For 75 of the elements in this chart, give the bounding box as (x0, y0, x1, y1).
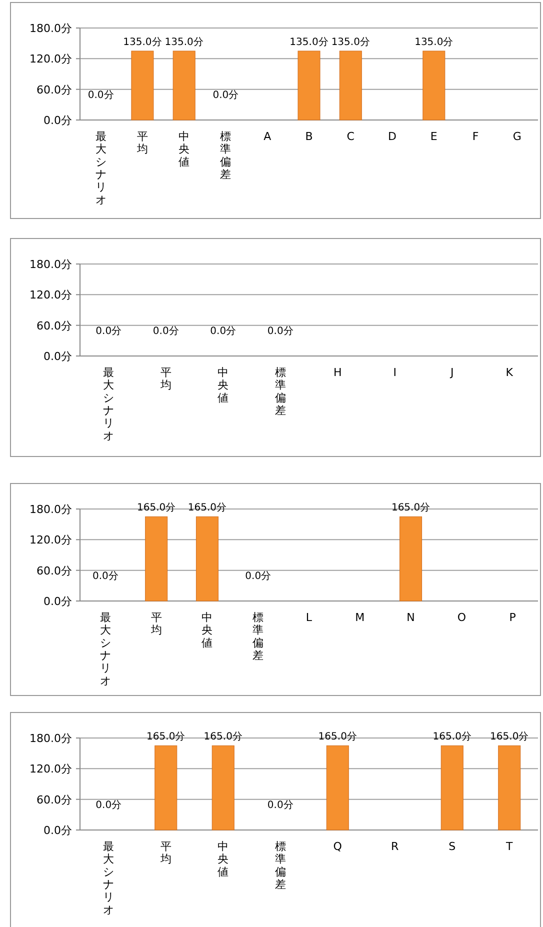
x-tick-label: Q (333, 840, 342, 853)
data-label: 0.0分 (267, 325, 294, 337)
y-tick-label: 180.0分 (30, 503, 72, 516)
data-label: 0.0分 (96, 325, 122, 337)
x-tick-label: 中央値 (202, 611, 213, 650)
data-label: 0.0分 (210, 325, 236, 337)
data-label: 165.0分 (204, 730, 242, 743)
data-label: 0.0分 (152, 325, 179, 337)
data-label: 165.0分 (137, 502, 176, 514)
x-tick-label: 最大シナリオ (95, 130, 106, 206)
y-tick-label: 60.0分 (36, 319, 72, 332)
x-tick-label: I (393, 366, 396, 379)
x-tick-label: O (457, 611, 466, 624)
x-tick-label: L (306, 611, 313, 624)
x-tick-label: 中央値 (218, 840, 229, 878)
y-tick-label: 180.0分 (30, 732, 72, 745)
y-tick-label: 120.0分 (30, 762, 72, 776)
x-tick-label: 平均 (159, 840, 172, 866)
x-tick-label: 標準偏差 (274, 366, 286, 417)
x-tick-label: T (505, 840, 514, 853)
x-tick-label: M (355, 611, 365, 624)
x-tick-label: 平均 (136, 130, 148, 156)
x-tick-label: G (512, 130, 522, 143)
data-label: 135.0分 (164, 36, 204, 48)
x-tick-label: C (346, 130, 355, 143)
data-label: 135.0分 (414, 36, 454, 48)
data-label: 0.0分 (92, 570, 118, 582)
x-tick-label: 標準偏差 (274, 840, 286, 891)
x-tick-label: P (509, 611, 516, 624)
y-tick-label: 120.0分 (30, 52, 72, 66)
data-label: 0.0分 (245, 570, 272, 582)
y-tick-label: 60.0分 (36, 83, 72, 96)
y-tick-label: 0.0分 (44, 350, 72, 363)
x-tick-label: R (391, 840, 400, 853)
x-tick-label: 標準偏差 (252, 611, 264, 662)
x-tick-label: 最大シナリオ (100, 611, 111, 688)
data-label: 165.0分 (188, 502, 227, 514)
data-label: 165.0分 (432, 730, 472, 743)
y-tick-label: 180.0分 (30, 258, 72, 271)
x-tick-label: 最大シナリオ (103, 366, 114, 442)
x-tick-label: 平均 (150, 611, 162, 637)
data-label: 135.0分 (290, 36, 328, 48)
y-tick-label: 0.0分 (44, 824, 72, 837)
data-label: 165.0分 (490, 730, 529, 743)
y-tick-label: 0.0分 (44, 595, 72, 608)
data-label: 135.0分 (331, 36, 370, 48)
x-tick-label: 中央値 (178, 130, 190, 168)
data-label: 0.0分 (267, 799, 294, 811)
x-tick-label: H (333, 366, 342, 379)
x-tick-label: K (506, 366, 514, 379)
data-label: 165.0分 (146, 730, 186, 743)
x-tick-label: J (450, 366, 454, 379)
y-tick-label: 120.0分 (30, 534, 72, 547)
x-tick-label: 中央値 (218, 366, 229, 404)
x-tick-label: D (388, 130, 397, 143)
x-tick-label: F (472, 130, 479, 143)
x-tick-label: 平均 (159, 366, 172, 392)
y-tick-label: 120.0分 (30, 288, 72, 302)
y-tick-label: 60.0分 (36, 793, 72, 806)
data-label: 0.0分 (96, 799, 122, 811)
data-label: 135.0分 (123, 36, 162, 48)
x-tick-label: A (264, 130, 272, 143)
x-tick-label: E (430, 130, 438, 143)
x-tick-label: S (448, 840, 456, 853)
y-tick-label: 60.0分 (36, 564, 72, 578)
x-tick-label: N (406, 611, 415, 624)
x-tick-label: 標準偏差 (220, 130, 232, 181)
data-label: 0.0分 (212, 89, 239, 101)
data-label: 165.0分 (318, 730, 357, 743)
data-label: 0.0分 (88, 89, 114, 101)
data-label: 165.0分 (391, 502, 430, 514)
y-tick-label: 0.0分 (44, 114, 72, 127)
x-tick-label: 最大シナリオ (103, 840, 114, 916)
x-tick-label: B (305, 130, 313, 143)
y-tick-label: 180.0分 (30, 22, 72, 35)
